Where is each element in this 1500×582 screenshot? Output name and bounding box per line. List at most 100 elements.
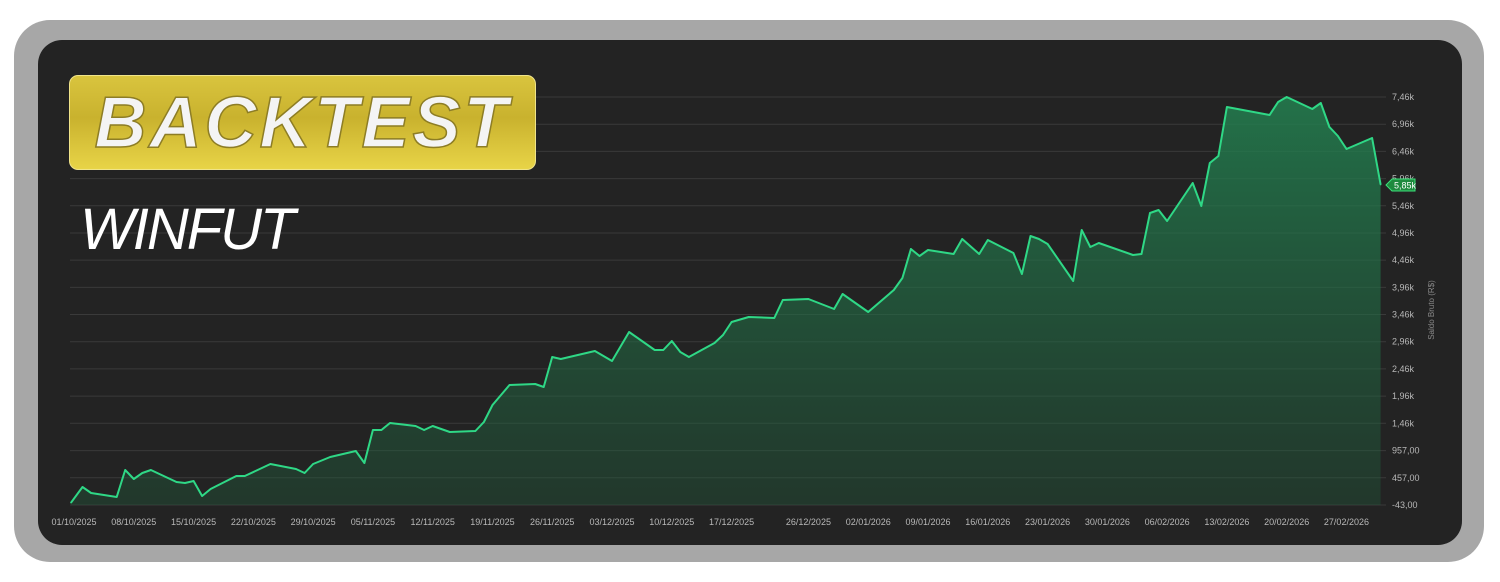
data-point [508, 384, 511, 386]
data-point [423, 429, 425, 431]
x-axis: 01/10/2025 08/10/2025 15/10/2025 22/10/2025… [51, 517, 1369, 527]
data-point [414, 425, 417, 427]
x-tick-label: 03/12/2025 [589, 517, 634, 527]
x-tick-label: 13/02/2026 [1204, 517, 1249, 527]
y-tick-label: 1,46k [1392, 418, 1415, 428]
y-tick-label: 6,96k [1392, 119, 1415, 129]
data-point [474, 430, 477, 432]
title: BACKTEST [94, 82, 511, 164]
data-point [132, 478, 135, 480]
data-point [1012, 252, 1015, 254]
data-point [1140, 253, 1143, 255]
y-tick-label: 3,96k [1392, 282, 1415, 292]
data-point [1328, 126, 1331, 128]
y-tick-label: 2,46k [1392, 364, 1415, 374]
data-point [722, 334, 724, 336]
data-point [1038, 238, 1040, 240]
data-point [1098, 242, 1100, 244]
data-point [448, 431, 451, 433]
data-point [782, 299, 784, 301]
data-point [483, 421, 485, 423]
last-value-label: 5,85k [1394, 181, 1417, 191]
data-point [70, 501, 72, 504]
data-point [628, 331, 630, 333]
x-tick-label: 27/02/2026 [1324, 517, 1369, 527]
subtitle: WINFUT [80, 197, 295, 262]
data-point [1285, 96, 1288, 98]
data-point [1277, 101, 1279, 103]
data-point [1226, 106, 1228, 108]
data-point [372, 429, 374, 431]
x-tick-label: 30/01/2026 [1085, 517, 1130, 527]
data-point [713, 342, 716, 344]
data-point [115, 496, 118, 498]
data-point [269, 463, 272, 465]
data-point [363, 462, 366, 464]
x-tick-label: 17/12/2025 [709, 517, 754, 527]
x-tick-label: 26/11/2025 [530, 517, 574, 527]
data-point [1080, 229, 1083, 231]
data-point [773, 317, 776, 319]
data-point [671, 340, 673, 342]
x-tick-label: 22/10/2025 [231, 517, 276, 527]
data-point [679, 351, 682, 353]
data-point [893, 289, 895, 291]
data-point [559, 358, 562, 360]
data-point [201, 495, 203, 497]
data-point [952, 253, 955, 255]
x-tick-label: 20/02/2026 [1264, 517, 1309, 527]
data-point [244, 475, 246, 477]
data-point [1268, 114, 1271, 116]
data-point [1379, 183, 1382, 186]
data-point [1320, 102, 1322, 104]
x-tick-label: 02/01/2026 [846, 517, 891, 527]
data-point [184, 482, 186, 484]
y-tick-label: 5,46k [1392, 201, 1415, 211]
data-point [611, 360, 613, 362]
y-tick-label: -43,00 [1392, 500, 1418, 510]
x-tick-label: 19/11/2025 [470, 517, 514, 527]
data-point [150, 469, 152, 471]
data-point [833, 308, 835, 310]
data-point [1021, 273, 1023, 275]
data-point [910, 248, 912, 250]
data-point [901, 277, 904, 279]
data-points [70, 96, 1382, 504]
data-point [380, 429, 383, 431]
x-tick-label: 10/12/2025 [649, 517, 694, 527]
data-point [730, 321, 733, 323]
data-point [235, 475, 238, 477]
data-point [141, 472, 144, 474]
x-tick-label: 01/10/2025 [51, 517, 96, 527]
data-point [440, 428, 443, 430]
data-point [355, 450, 357, 452]
data-point [1311, 108, 1314, 110]
data-point [1217, 155, 1220, 157]
data-point [303, 472, 306, 474]
data-point [431, 425, 434, 427]
data-point [1200, 205, 1203, 207]
data-point [1166, 220, 1168, 222]
x-tick-label: 06/02/2026 [1145, 517, 1190, 527]
data-point [1209, 162, 1211, 164]
data-point [192, 480, 195, 482]
y-tick-label: 7,46k [1392, 92, 1415, 102]
data-point [81, 486, 84, 488]
x-tick-label: 26/12/2025 [786, 517, 831, 527]
data-point [1371, 137, 1373, 139]
data-point [1072, 280, 1074, 282]
data-point [594, 350, 596, 352]
data-point [978, 253, 981, 255]
data-point [986, 239, 989, 241]
data-point [927, 249, 929, 251]
data-point [688, 356, 690, 358]
x-tick-label: 15/10/2025 [171, 517, 216, 527]
x-tick-label: 16/01/2026 [965, 517, 1010, 527]
data-point [209, 488, 212, 490]
x-tick-label: 12/11/2025 [410, 517, 454, 527]
data-point [747, 316, 750, 318]
data-point [867, 311, 870, 313]
data-point [534, 383, 536, 385]
y-axis-label: Saldo Bruto (R$) [1427, 280, 1436, 340]
